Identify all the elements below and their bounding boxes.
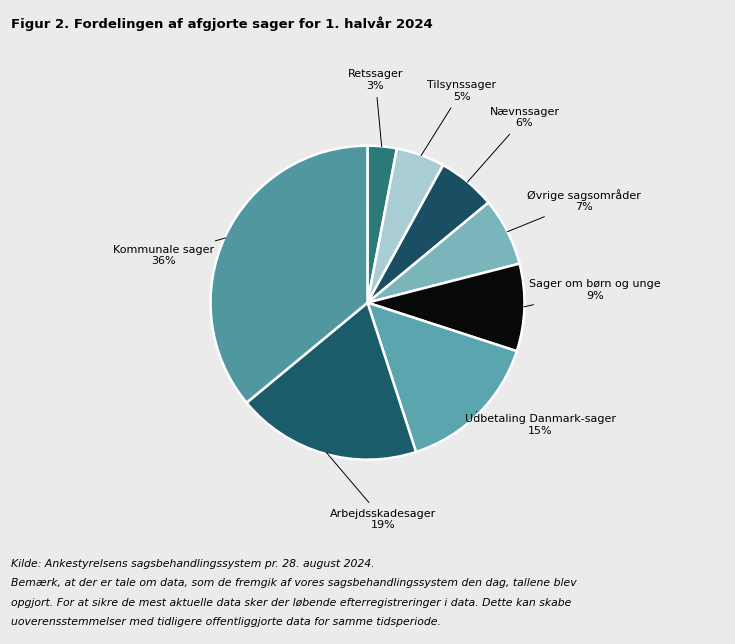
Text: Sager om børn og unge
9%: Sager om børn og unge 9% [524,279,661,307]
Text: Øvrige sagsområder
7%: Øvrige sagsområder 7% [507,189,641,232]
Text: opgjort. For at sikre de mest aktuelle data sker der løbende efterregistreringer: opgjort. For at sikre de mest aktuelle d… [11,598,571,608]
Text: Udbetaling Danmark-sager
15%: Udbetaling Danmark-sager 15% [465,412,616,436]
Wedge shape [368,149,443,303]
Text: Kilde: Ankestyrelsens sagsbehandlingssystem pr. 28. august 2024.: Kilde: Ankestyrelsens sagsbehandlingssys… [11,559,375,569]
Wedge shape [368,165,489,303]
Text: Bemærk, at der er tale om data, som de fremgik af vores sagsbehandlingssystem de: Bemærk, at der er tale om data, som de f… [11,578,577,589]
Text: uoverensstemmelser med tidligere offentliggjorte data for samme tidsperiode.: uoverensstemmelser med tidligere offentl… [11,617,441,627]
Text: Nævnssager
6%: Nævnssager 6% [467,107,559,182]
Text: Arbejdsskadesager
19%: Arbejdsskadesager 19% [326,453,437,530]
Wedge shape [246,303,416,460]
Wedge shape [368,303,517,452]
Text: Figur 2. Fordelingen af afgjorte sager for 1. halvår 2024: Figur 2. Fordelingen af afgjorte sager f… [11,16,433,31]
Text: Kommunale sager
36%: Kommunale sager 36% [113,238,226,267]
Wedge shape [368,146,397,303]
Text: Tilsynssager
5%: Tilsynssager 5% [421,80,496,156]
Wedge shape [368,263,525,351]
Text: Retssager
3%: Retssager 3% [348,69,403,147]
Wedge shape [210,146,368,402]
Wedge shape [368,203,520,303]
